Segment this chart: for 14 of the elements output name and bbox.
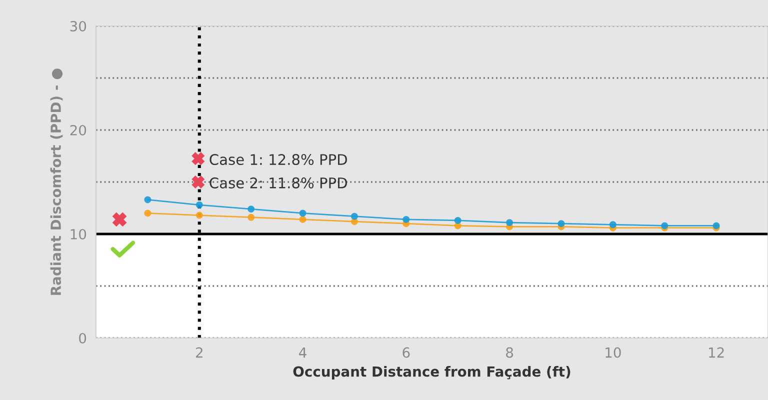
x-tick-label: 4 — [299, 347, 306, 358]
annotation: Case 1: 12.8% PPD — [210, 154, 347, 166]
y-tick-label: 30 — [70, 20, 86, 32]
x-tick-label: 10 — [606, 347, 621, 358]
x-tick-label: 8 — [506, 347, 514, 358]
y-tick-label: 0 — [79, 332, 86, 344]
y-tick-label: 10 — [70, 228, 86, 240]
x-tick-label: 6 — [402, 347, 410, 358]
x-tick-label: 12 — [708, 347, 724, 358]
x-axis-title: Occupant Distance from Façade (ft) — [293, 366, 570, 380]
y-axis-title: Radiant Discomfort (PPD) - ● — [50, 68, 63, 295]
annotation: Case 2: 11.8% PPD — [210, 177, 347, 188]
x-tick-label: 2 — [196, 347, 202, 358]
y-tick-label: 20 — [70, 124, 86, 136]
